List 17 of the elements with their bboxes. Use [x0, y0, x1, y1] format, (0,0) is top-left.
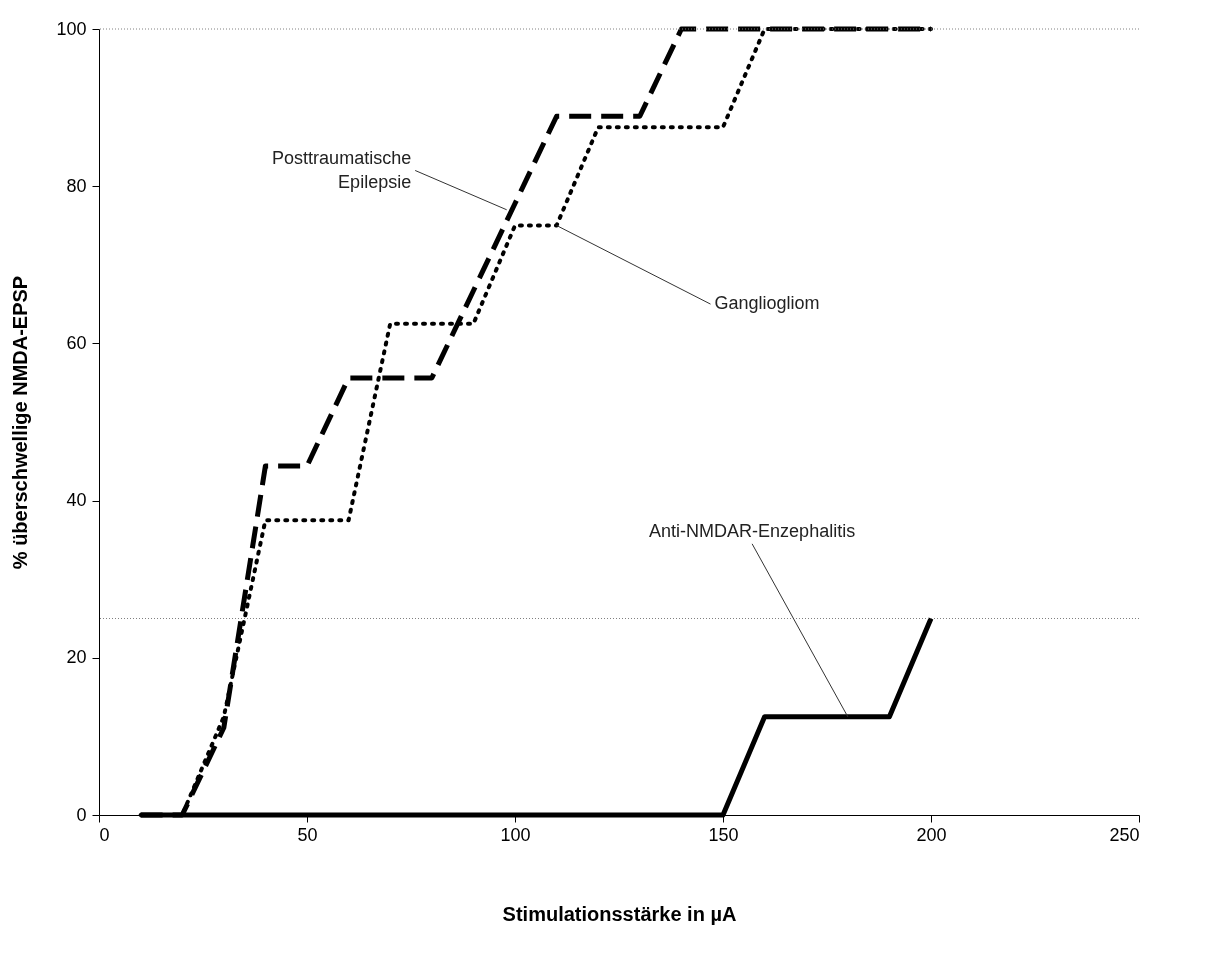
- x-tick-label: 0: [99, 824, 110, 845]
- y-tick-label: 80: [66, 175, 87, 196]
- annotation: Anti-NMDAR-Enzephalitis: [649, 520, 856, 541]
- y-tick-label: 40: [66, 490, 87, 511]
- y-tick-label: 60: [66, 332, 87, 353]
- x-tick-label: 100: [500, 824, 531, 845]
- y-tick-label: 0: [76, 804, 87, 825]
- annotation: Posttraumatische Epilepsie: [272, 148, 412, 193]
- x-tick-label: 200: [916, 824, 947, 845]
- annotation: Gangliogliom: [714, 293, 820, 314]
- y-axis-title: % überschwellige NMDA-EPSP: [9, 275, 32, 570]
- x-tick-label: 50: [297, 824, 318, 845]
- x-tick-label: 250: [1109, 824, 1140, 845]
- y-tick-label: 100: [56, 18, 87, 39]
- x-tick-label: 150: [708, 824, 739, 845]
- x-axis-title: Stimulationsstärke in µA: [502, 902, 737, 925]
- y-tick-label: 20: [66, 647, 87, 668]
